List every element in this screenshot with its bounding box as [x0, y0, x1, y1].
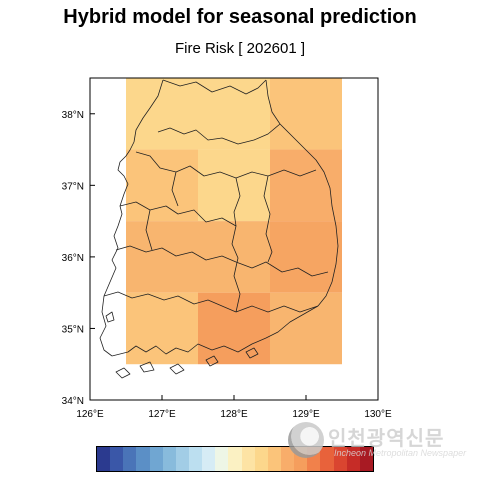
risk-grid: [126, 78, 342, 365]
map-title: Hybrid model for seasonal prediction: [63, 6, 417, 28]
colorbar-swatch: [241, 447, 255, 471]
risk-grid-cell: [126, 149, 198, 222]
risk-grid-cell: [126, 221, 198, 293]
lon-tick-label: 127°E: [148, 409, 176, 420]
lat-tick-label: 35°N: [62, 324, 84, 335]
risk-grid-cell: [198, 149, 270, 222]
coastline-and-boundaries: [99, 79, 339, 379]
risk-grid-cell: [270, 292, 342, 365]
colorbar-swatch: [254, 447, 268, 471]
risk-grid-cell: [198, 78, 270, 150]
colorbar-swatch: [320, 447, 334, 471]
lat-tick-label: 34°N: [62, 396, 84, 407]
colorbar-swatch: [228, 447, 242, 471]
colorbar-swatch: [280, 447, 295, 471]
risk-grid-cell: [198, 221, 270, 293]
colorbar-swatch: [97, 447, 111, 471]
lon-tick-label: 128°E: [220, 409, 248, 420]
lon-tick-label: 126°E: [76, 409, 104, 420]
risk-grid-cell: [270, 221, 342, 293]
colorbar-swatch: [333, 447, 347, 471]
colorbar-swatch: [215, 447, 229, 471]
colorbar-swatch: [123, 447, 137, 471]
risk-grid-cell: [270, 78, 342, 150]
risk-grid-cell: [126, 292, 198, 365]
colorbar-swatch: [136, 447, 150, 471]
colorbar-swatch: [346, 447, 360, 471]
colorbar-swatch: [162, 447, 176, 471]
colorbar-swatch: [188, 447, 203, 471]
colorbar-swatch: [267, 447, 281, 471]
risk-colorbar: [96, 446, 374, 472]
axis-ticks: [89, 113, 379, 401]
lat-tick-label: 38°N: [62, 110, 84, 121]
colorbar-swatch: [359, 447, 373, 471]
watermark-english: Incheon Metropolitan Newspaper: [334, 448, 467, 458]
risk-grid-cell: [270, 149, 342, 222]
lat-tick-label: 37°N: [62, 181, 84, 192]
colorbar-swatch: [149, 447, 163, 471]
newspaper-logo-icon: [288, 422, 324, 458]
map-subtitle: Fire Risk [ 202601 ]: [174, 40, 306, 57]
lon-tick-label: 130°E: [364, 409, 392, 420]
watermark-korean: 인천광역신문: [328, 426, 445, 450]
colorbar-swatch: [110, 447, 124, 471]
risk-grid-cell: [198, 292, 270, 365]
colorbar-swatch: [175, 447, 189, 471]
lon-tick-label: 129°E: [292, 409, 320, 420]
lat-tick-label: 36°N: [62, 253, 84, 264]
newspaper-watermark: 인천광역신문 Incheon Metropolitan Newspaper: [288, 420, 468, 468]
risk-grid-cell: [126, 78, 198, 150]
colorbar-swatch: [202, 447, 216, 471]
axis-tick-labels: 126°E 127°E 128°E 129°E 130°E 34°N 35°N 36°N 37°…: [62, 110, 392, 420]
